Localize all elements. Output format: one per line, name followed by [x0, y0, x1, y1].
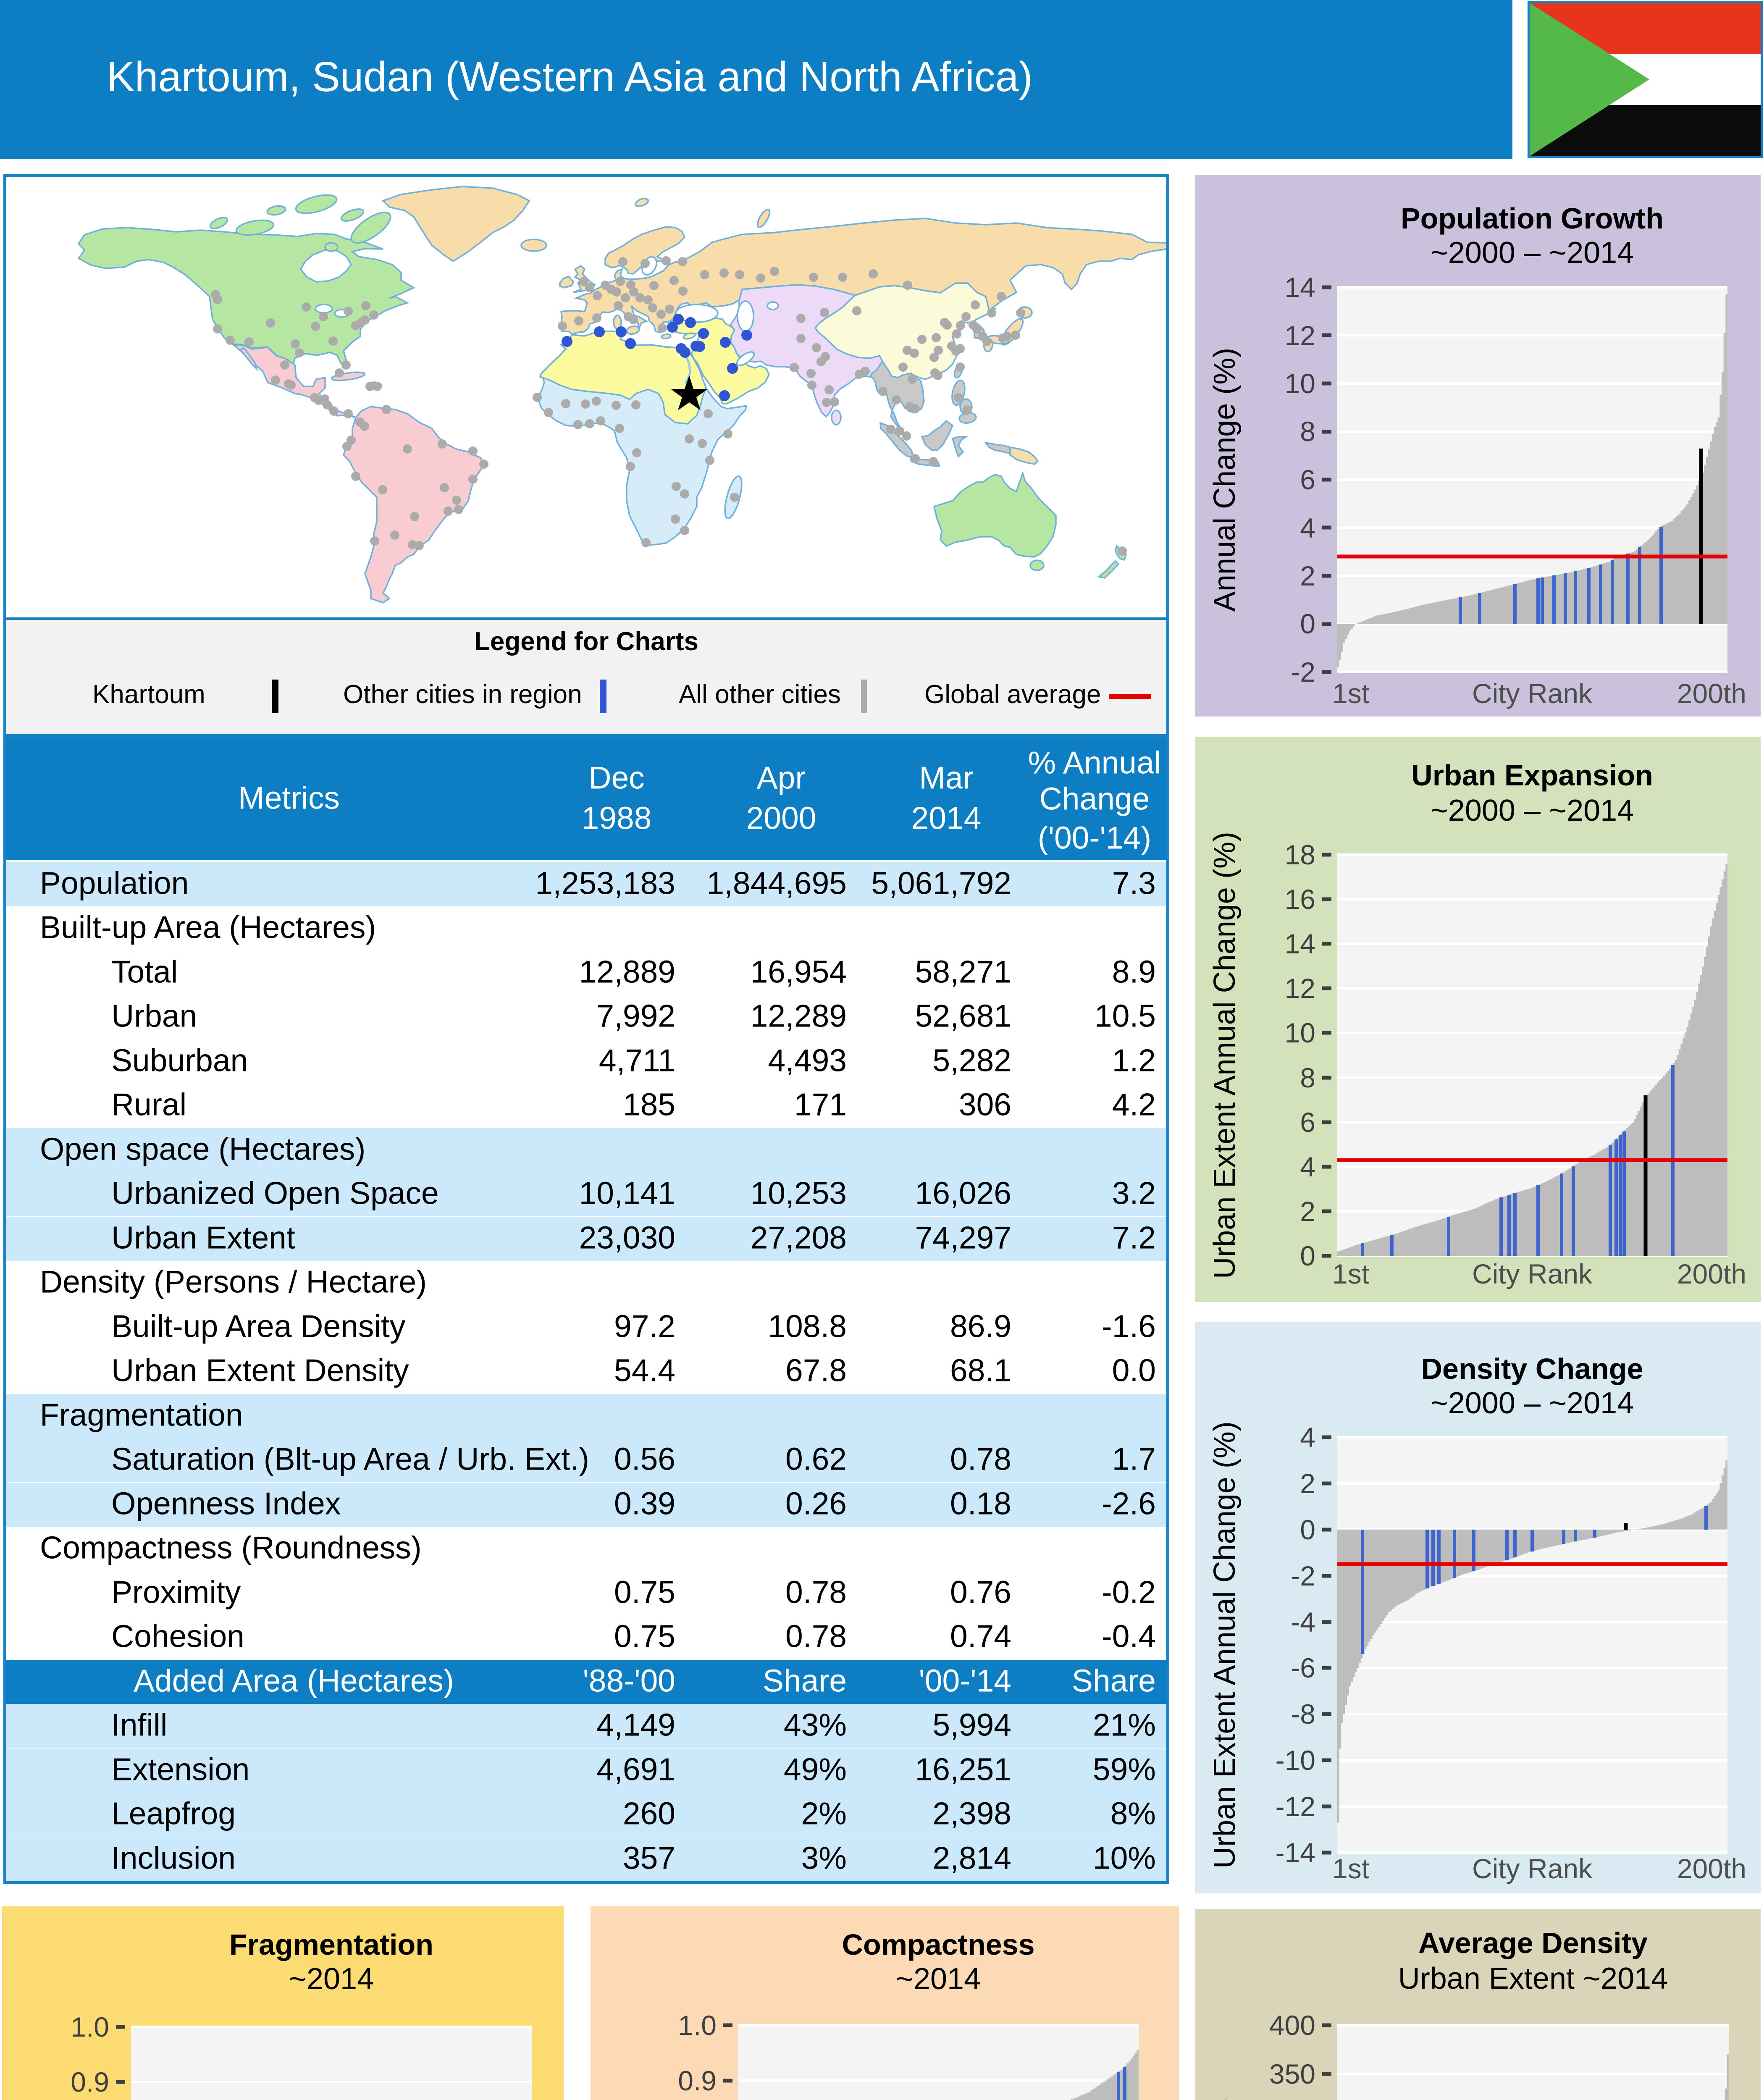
svg-text:14: 14: [1285, 928, 1315, 959]
svg-text:8: 8: [1300, 1062, 1315, 1093]
svg-text:0: 0: [1300, 608, 1315, 639]
svg-text:1st: 1st: [1332, 678, 1369, 709]
svg-text:-2: -2: [1291, 1560, 1315, 1591]
svg-text:Annual Change (%): Annual Change (%): [1208, 348, 1242, 612]
svg-text:-6: -6: [1291, 1652, 1315, 1683]
svg-text:~2014: ~2014: [896, 1962, 981, 1996]
svg-text:-2: -2: [1291, 656, 1315, 688]
svg-text:1st: 1st: [1332, 1853, 1369, 1884]
svg-text:4: 4: [1300, 1151, 1315, 1182]
svg-text:12: 12: [1285, 973, 1315, 1004]
svg-text:0.9: 0.9: [678, 2065, 717, 2096]
svg-text:~2000 – ~2014: ~2000 – ~2014: [1431, 794, 1634, 827]
svg-text:-10: -10: [1276, 1745, 1315, 1776]
svg-text:10: 10: [1285, 1017, 1315, 1048]
svg-text:1.0: 1.0: [71, 2011, 109, 2042]
svg-text:4: 4: [1300, 1422, 1315, 1453]
svg-text:Persons / Hectare: Persons / Hectare: [1208, 2098, 1242, 2100]
svg-text:Urban Expansion: Urban Expansion: [1411, 759, 1653, 792]
svg-text:0: 0: [1300, 1240, 1315, 1271]
svg-text:~2000 – ~2014: ~2000 – ~2014: [1431, 1386, 1634, 1420]
svg-text:400: 400: [1269, 2010, 1315, 2041]
svg-text:8: 8: [1300, 416, 1315, 447]
svg-text:Density Change: Density Change: [1421, 1352, 1643, 1385]
svg-text:18: 18: [1285, 839, 1315, 870]
svg-text:1.0: 1.0: [678, 2010, 717, 2041]
svg-text:2: 2: [1300, 1196, 1315, 1227]
svg-text:-4: -4: [1291, 1606, 1315, 1638]
svg-text:12: 12: [1285, 320, 1315, 351]
svg-text:6: 6: [1300, 464, 1315, 495]
svg-text:-12: -12: [1276, 1791, 1315, 1822]
svg-text:City Rank: City Rank: [1472, 1258, 1593, 1289]
svg-text:-8: -8: [1291, 1698, 1315, 1730]
svg-text:0: 0: [1300, 1514, 1315, 1545]
svg-text:~2014: ~2014: [289, 1962, 374, 1996]
svg-text:~2000 – ~2014: ~2000 – ~2014: [1431, 236, 1634, 270]
svg-text:1st: 1st: [1332, 1258, 1369, 1289]
svg-text:Urban Extent Annual Change (%): Urban Extent Annual Change (%): [1208, 1421, 1242, 1869]
svg-text:200th: 200th: [1677, 1258, 1746, 1289]
svg-text:Fragmentation: Fragmentation: [229, 1928, 433, 1961]
svg-text:14: 14: [1285, 272, 1315, 303]
svg-text:4: 4: [1300, 512, 1315, 543]
svg-text:2: 2: [1300, 560, 1315, 591]
svg-text:Urban Extent Annual Change (%): Urban Extent Annual Change (%): [1208, 832, 1242, 1279]
svg-text:Urban Extent ~2014: Urban Extent ~2014: [1398, 1962, 1668, 1995]
svg-text:City Rank: City Rank: [1472, 1853, 1593, 1884]
svg-text:6: 6: [1300, 1107, 1315, 1138]
svg-text:City Rank: City Rank: [1472, 678, 1593, 709]
svg-text:350: 350: [1269, 2058, 1315, 2090]
svg-text:Compactness: Compactness: [842, 1928, 1034, 1961]
svg-text:0.9: 0.9: [71, 2066, 109, 2097]
svg-text:2: 2: [1300, 1468, 1315, 1499]
svg-text:200th: 200th: [1677, 1853, 1746, 1884]
svg-text:Average Density: Average Density: [1418, 1927, 1648, 1959]
svg-text:10: 10: [1285, 368, 1315, 399]
svg-text:Population Growth: Population Growth: [1401, 202, 1664, 235]
svg-text:-14: -14: [1276, 1837, 1315, 1868]
svg-text:200th: 200th: [1677, 678, 1746, 709]
svg-text:16: 16: [1285, 884, 1315, 915]
